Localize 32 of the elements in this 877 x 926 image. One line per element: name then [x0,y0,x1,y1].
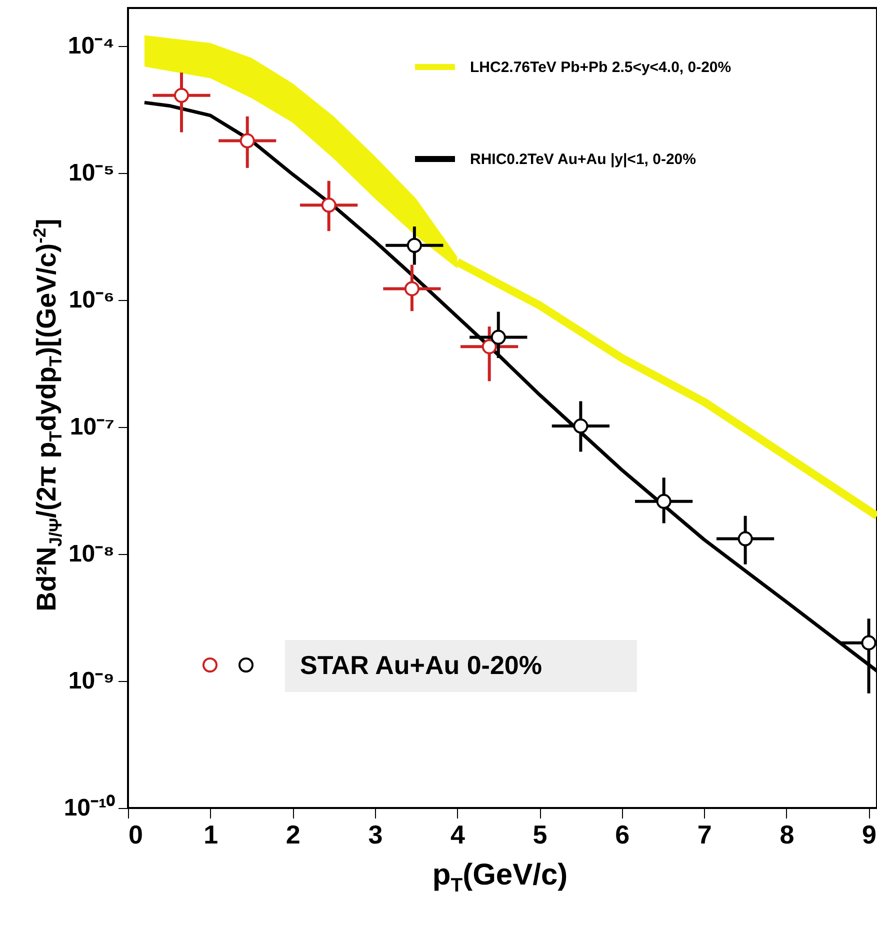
point [573,418,588,434]
legend-label: STAR Au+Au 0-20% [300,650,542,680]
y-tick-label: 10⁻⁴ [68,32,114,60]
point [482,339,497,354]
point [656,494,672,509]
point [738,531,753,546]
y-tick-label: 10⁻⁵ [68,160,114,187]
legend-label: LHC2.76TeV Pb+Pb 2.5<y<4.0, 0-20% [470,59,732,76]
legend-label: RHIC0.2TeV Au+Au |y|<1, 0-20% [470,151,696,168]
x-tick-label: 0 [128,820,143,850]
y-tick-label: 10⁻⁹ [68,668,114,695]
x-tick-label: 9 [862,820,877,850]
x-tick-label: 7 [697,820,712,850]
x-tick-label: 2 [286,820,300,850]
y-tick-label: 10⁻⁸ [68,540,114,568]
point [490,330,506,345]
y-tick-label: 10⁻¹⁰ [64,794,116,822]
point [404,281,420,296]
point [861,635,876,650]
x-tick-label: 8 [780,820,794,850]
x-tick-label: 6 [615,820,630,850]
x-tick-label: 4 [450,820,466,850]
y-tick-label: 10⁻⁷ [70,414,114,441]
point [321,198,336,213]
point [406,238,422,253]
point [240,133,255,148]
x-tick-label: 1 [204,820,218,850]
x-axis-title: p$_{T}$(GeV/c) [432,858,568,898]
y-tick-label: 10⁻⁶ [68,286,114,314]
x-tick-label: 5 [532,820,548,850]
x-tick-label: 3 [368,820,383,850]
point [174,88,190,103]
